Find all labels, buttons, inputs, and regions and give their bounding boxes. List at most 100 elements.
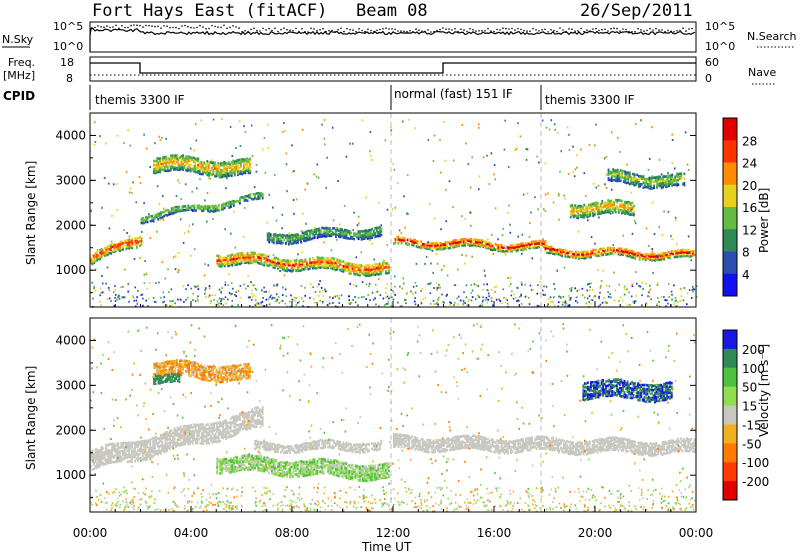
- echo-cell: [248, 259, 251, 262]
- echo-cell: [435, 246, 438, 250]
- echo-cell: [342, 264, 345, 268]
- scatter-cell: [524, 283, 526, 286]
- echo-cell: [426, 243, 429, 247]
- echo-cell: [108, 443, 111, 446]
- echo-cell: [303, 231, 305, 235]
- echo-cell: [608, 252, 611, 256]
- echo-cell: [663, 255, 665, 259]
- echo-cell: [627, 181, 630, 184]
- echo-cell: [105, 452, 108, 455]
- echo-cell: [106, 450, 109, 453]
- echo-cell: [121, 446, 124, 449]
- echo-cell: [618, 175, 621, 178]
- echo-cell: [647, 257, 650, 260]
- scatter-cell: [209, 177, 212, 180]
- echo-cell: [167, 209, 170, 212]
- echo-cell: [342, 232, 345, 236]
- echo-cell: [96, 466, 98, 469]
- echo-cell: [325, 266, 328, 270]
- scatter-cell: [235, 147, 237, 150]
- echo-cell: [377, 234, 380, 238]
- echo-cell: [375, 234, 378, 238]
- echo-cell: [269, 261, 272, 264]
- echo-cell: [280, 242, 283, 245]
- freq-strip: Freq. [MHz] 18 8 60 0 Nave: [3, 56, 776, 85]
- echo-cell: [140, 243, 143, 246]
- echo-cell: [491, 244, 494, 248]
- echo-cell: [400, 242, 403, 245]
- scatter-cell: [203, 274, 206, 277]
- echo-cell: [169, 371, 172, 375]
- echo-cell: [223, 165, 226, 168]
- echo-cell: [246, 259, 249, 263]
- echo-cell: [166, 435, 168, 439]
- echo-cell: [193, 436, 196, 439]
- echo-cell: [305, 265, 308, 269]
- scatter-cell: [129, 187, 132, 190]
- nsearch-point: [211, 24, 213, 27]
- echo-cell: [325, 226, 328, 230]
- echo-cell: [683, 177, 686, 180]
- nsearch-point: [328, 29, 330, 32]
- echo-cell: [650, 253, 653, 256]
- nsearch-point: [196, 26, 198, 29]
- echo-cell: [371, 268, 374, 271]
- echo-cell: [169, 367, 172, 371]
- scatter-cell: [284, 130, 287, 133]
- nsearch-point: [688, 28, 690, 30]
- echo-cell: [663, 179, 666, 183]
- scatter-cell: [382, 297, 385, 300]
- nsearch-point: [289, 29, 291, 32]
- nsearch-point: [268, 27, 270, 30]
- scatter-cell: [651, 175, 654, 178]
- nsearch-point: [523, 29, 525, 32]
- scatter-cell: [527, 297, 530, 299]
- echo-cell: [163, 214, 166, 218]
- echo-cell: [561, 254, 564, 258]
- echo-cell: [147, 447, 150, 450]
- echo-cell: [176, 434, 179, 438]
- echo-cell: [171, 164, 174, 167]
- echo-cell: [251, 408, 253, 411]
- scatter-cell: [585, 194, 587, 197]
- scatter-cell: [129, 144, 131, 147]
- scatter-cell: [487, 292, 490, 295]
- echo-cell: [187, 442, 190, 446]
- echo-cell: [185, 436, 188, 439]
- echo-cell: [330, 259, 333, 263]
- scatter-cell: [136, 302, 139, 305]
- echo-cell: [532, 240, 535, 243]
- echo-cell: [269, 235, 272, 238]
- nsearch-point: [262, 27, 264, 30]
- scatter-cell: [651, 250, 654, 253]
- echo-cell: [351, 263, 354, 266]
- echo-cell: [488, 241, 491, 245]
- echo-cell: [200, 442, 203, 446]
- echo-cell: [666, 174, 669, 178]
- echo-cell: [577, 257, 580, 260]
- echo-cell: [197, 159, 200, 163]
- echo-cell: [680, 177, 683, 180]
- echo-cell: [354, 269, 357, 273]
- echo-cell: [378, 234, 381, 238]
- echo-cell: [178, 442, 180, 446]
- scatter-cell: [614, 289, 617, 292]
- nsearch-point: [355, 30, 357, 33]
- echo-cell: [254, 193, 256, 196]
- scatter-cell: [123, 142, 125, 145]
- echo-cell: [286, 267, 288, 270]
- echo-cell: [674, 177, 677, 180]
- echo-cell: [143, 218, 146, 222]
- echo-cell: [163, 210, 166, 214]
- echo-cell: [378, 225, 381, 229]
- echo-cell: [654, 257, 656, 260]
- echo-cell: [538, 243, 541, 247]
- echo-cell: [201, 172, 204, 176]
- scatter-cell: [507, 211, 509, 214]
- echo-cell: [146, 439, 149, 443]
- echo-cell: [423, 246, 426, 250]
- scatter-cell: [520, 303, 523, 305]
- echo-cell: [251, 255, 254, 259]
- scatter-cell: [581, 294, 584, 297]
- echo-cell: [203, 170, 206, 174]
